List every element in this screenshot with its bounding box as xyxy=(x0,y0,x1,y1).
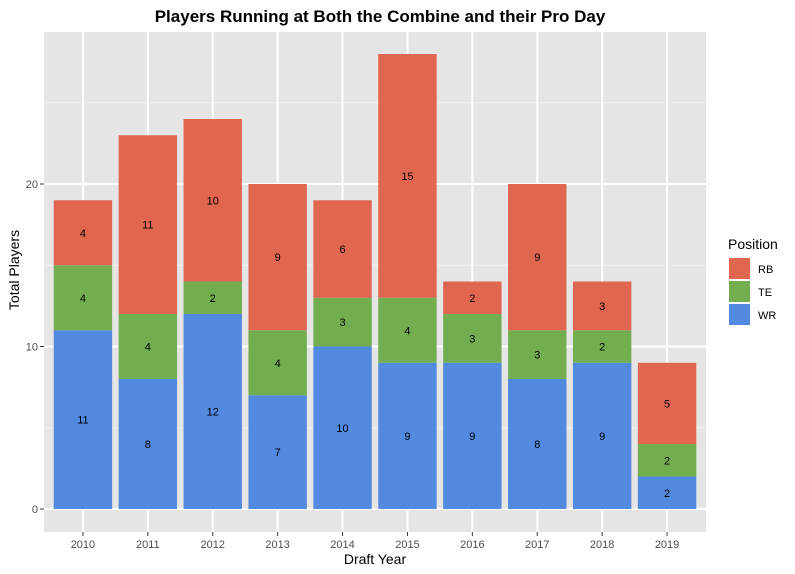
x-tick-label: 2013 xyxy=(265,539,289,551)
bar-wr-2014 xyxy=(313,346,372,509)
bar-wr-2012 xyxy=(183,314,242,509)
bar-te-2019 xyxy=(637,444,697,477)
bar-wr-2016 xyxy=(443,362,502,509)
bar-rb-2014 xyxy=(313,200,372,298)
bar-te-2016 xyxy=(443,314,502,363)
x-axis-title: Draft Year xyxy=(344,551,407,567)
bar-value-label: 2 xyxy=(599,342,605,354)
legend-label: RB xyxy=(758,264,773,276)
bar-labels: 11 4 4 8 4 11 12 2 10 7 4 9 10 3 6 9 4 15 9 3 2 8 3 9 9 2 3 2 2 5 xyxy=(77,171,670,500)
bar-wr-2017 xyxy=(508,379,567,509)
bar-value-label: 3 xyxy=(469,333,475,345)
bars xyxy=(53,54,697,509)
legend-label: TE xyxy=(758,287,772,299)
bar-value-label: 8 xyxy=(534,439,540,451)
bar-te-2014 xyxy=(313,297,372,347)
legend-key-te xyxy=(729,281,750,302)
legend-key-rb xyxy=(729,258,750,279)
bar-rb-2019 xyxy=(637,362,697,444)
bar-value-label: 15 xyxy=(401,171,413,183)
x-tick-label: 2019 xyxy=(655,539,679,551)
bar-wr-2018 xyxy=(572,362,632,509)
x-tick-label: 2016 xyxy=(460,539,484,551)
y-tick-label: 0 xyxy=(32,504,38,516)
x-tick-label: 2017 xyxy=(525,539,549,551)
bar-wr-2011 xyxy=(118,379,178,509)
bar-te-2012 xyxy=(183,281,242,314)
bar-value-label: 12 xyxy=(207,407,219,419)
x-tick-label: 2011 xyxy=(136,539,160,551)
bar-wr-2015 xyxy=(378,362,437,509)
bar-wr-2019 xyxy=(637,476,697,509)
bar-value-label: 4 xyxy=(80,293,86,305)
bar-value-label: 9 xyxy=(469,431,475,443)
x-tick-label: 2015 xyxy=(395,539,419,551)
bar-rb-2015 xyxy=(378,54,437,298)
x-axis: 2010 2011 2012 2013 2014 2015 2016 2017 2018 2019 xyxy=(71,532,679,551)
bar-rb-2016 xyxy=(443,281,502,314)
bar-value-label: 11 xyxy=(77,415,88,427)
bar-value-label: 4 xyxy=(275,358,281,370)
legend-key-wr xyxy=(729,304,750,325)
legend-title: Position xyxy=(728,236,778,252)
x-tick-label: 2012 xyxy=(201,539,225,551)
bar-value-label: 2 xyxy=(664,455,670,467)
legend-label: WR xyxy=(758,310,776,322)
bar-value-label: 9 xyxy=(404,431,410,443)
bar-value-label: 2 xyxy=(664,488,670,500)
bar-te-2015 xyxy=(378,297,437,363)
bar-value-label: 2 xyxy=(210,293,216,305)
y-axis: 0 10 20 xyxy=(26,179,44,516)
y-axis-title: Total Players xyxy=(6,230,22,310)
bar-rb-2018 xyxy=(572,281,632,331)
bar-value-label: 8 xyxy=(145,439,151,451)
bar-value-label: 3 xyxy=(339,317,345,329)
bar-value-label: 11 xyxy=(142,220,153,232)
bar-value-label: 10 xyxy=(207,195,219,207)
bar-te-2017 xyxy=(508,330,567,379)
legend: Position RB TE WR xyxy=(728,236,778,325)
x-tick-label: 2014 xyxy=(330,539,354,551)
bar-value-label: 7 xyxy=(275,447,281,459)
bar-value-label: 9 xyxy=(534,252,540,264)
bar-wr-2010 xyxy=(53,330,113,509)
bar-rb-2010 xyxy=(53,200,113,266)
bar-te-2013 xyxy=(248,330,307,396)
bar-rb-2012 xyxy=(183,119,242,282)
bar-value-label: 3 xyxy=(534,350,540,362)
bar-wr-2013 xyxy=(248,395,307,509)
bar-value-label: 10 xyxy=(336,423,348,435)
bar-rb-2011 xyxy=(118,135,178,314)
bar-te-2011 xyxy=(118,314,178,379)
x-tick-label: 2010 xyxy=(71,539,95,551)
bar-value-label: 6 xyxy=(339,244,345,256)
bar-rb-2013 xyxy=(248,184,307,331)
y-tick-label: 10 xyxy=(26,342,38,354)
bar-value-label: 3 xyxy=(599,301,605,313)
bar-value-label: 4 xyxy=(404,325,410,337)
bar-value-label: 2 xyxy=(469,293,475,305)
bar-value-label: 4 xyxy=(145,342,151,354)
bar-value-label: 5 xyxy=(664,398,670,410)
chart-title: Players Running at Both the Combine and … xyxy=(155,7,606,26)
bar-value-label: 9 xyxy=(599,431,605,443)
bar-value-label: 9 xyxy=(275,252,281,264)
bar-value-label: 4 xyxy=(80,228,86,240)
bar-te-2018 xyxy=(572,330,632,363)
bar-te-2010 xyxy=(53,265,113,331)
bar-rb-2017 xyxy=(508,184,567,331)
y-tick-label: 20 xyxy=(26,179,38,191)
x-tick-label: 2018 xyxy=(590,539,614,551)
